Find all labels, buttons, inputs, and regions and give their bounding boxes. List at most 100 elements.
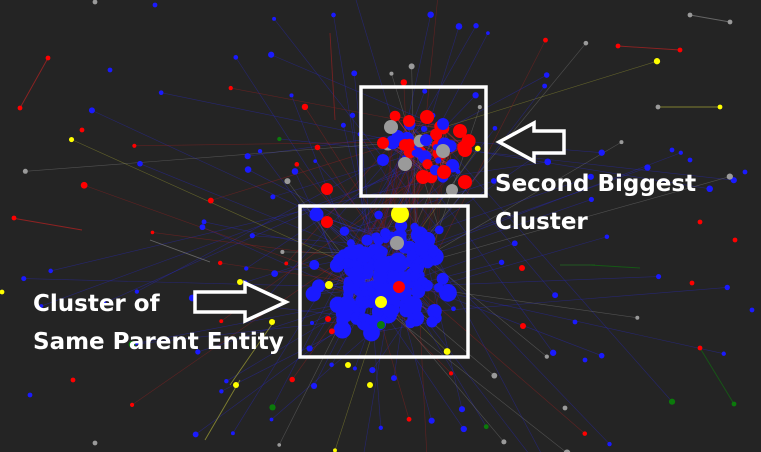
graph-node <box>406 250 417 261</box>
graph-node <box>391 375 397 382</box>
graph-edge <box>272 143 410 408</box>
graph-node <box>333 448 337 452</box>
graph-node <box>436 272 449 285</box>
graph-node <box>455 169 461 175</box>
graph-node <box>107 67 113 73</box>
graph-node <box>604 234 610 240</box>
graph-node <box>434 282 444 293</box>
graph-edge <box>371 321 433 334</box>
graph-edge <box>329 32 336 121</box>
graph-edge <box>104 153 440 304</box>
graph-edge <box>447 292 724 355</box>
graph-node <box>342 280 358 295</box>
graph-node <box>420 110 434 124</box>
graph-edge <box>25 140 420 172</box>
graph-node <box>48 268 53 274</box>
graph-node <box>316 287 322 292</box>
graph-node <box>544 354 549 359</box>
graph-node <box>366 287 377 298</box>
graph-edge <box>589 264 641 269</box>
graph-node <box>152 2 158 8</box>
graph-node <box>519 265 525 271</box>
graph-node <box>562 405 568 411</box>
graph-node <box>655 104 661 110</box>
graph-node <box>219 319 224 324</box>
graph-node <box>375 296 387 308</box>
graph-node <box>544 158 552 166</box>
graph-node <box>501 439 507 445</box>
graph-node <box>363 324 380 342</box>
second-cluster-highlight-box <box>359 85 488 198</box>
graph-node <box>582 357 588 363</box>
graph-node <box>583 40 589 46</box>
graph-node <box>309 207 324 222</box>
graph-node <box>219 389 224 394</box>
graph-node <box>277 443 282 447</box>
graph-node <box>329 296 347 314</box>
graph-node <box>201 219 207 225</box>
graph-node <box>291 168 299 175</box>
graph-node <box>309 259 320 270</box>
graph-edge <box>139 163 365 255</box>
graph-edge <box>420 247 610 445</box>
graph-node <box>398 157 412 171</box>
graph-node <box>228 85 233 91</box>
graph-node <box>249 233 255 239</box>
graph-edge <box>41 163 428 307</box>
graph-node <box>39 304 44 308</box>
graph-edge <box>415 249 548 357</box>
graph-node <box>158 90 164 95</box>
graph-node <box>230 431 235 436</box>
graph-node <box>374 210 383 220</box>
graph-node <box>310 382 318 389</box>
graph-node <box>437 118 449 130</box>
left-arrow-icon <box>495 120 566 164</box>
graph-node <box>284 261 289 266</box>
graph-edge <box>699 347 735 405</box>
second-biggest-cluster-label: Second Biggest Cluster <box>495 165 696 241</box>
graph-node <box>408 63 415 70</box>
graph-node <box>92 0 98 5</box>
graph-node <box>697 219 703 225</box>
graph-node <box>443 348 451 355</box>
second-cluster-label-line1: Second Biggest <box>495 171 697 197</box>
graph-node <box>455 23 463 30</box>
graph-edge <box>252 235 410 248</box>
graph-node <box>492 125 498 131</box>
graph-edge <box>420 167 648 248</box>
graph-edge <box>617 45 681 51</box>
graph-edge <box>136 304 338 344</box>
graph-node <box>416 170 430 184</box>
graph-node <box>543 72 550 78</box>
graph-edge <box>407 60 658 139</box>
graph-node <box>70 377 76 383</box>
graph-edge <box>415 42 587 251</box>
graph-node <box>425 244 439 258</box>
graph-edge <box>316 214 349 295</box>
graph-edge <box>397 135 463 410</box>
graph-edge <box>246 152 421 269</box>
graph-node <box>446 184 458 196</box>
graph-edge <box>434 177 444 257</box>
graph-node <box>331 12 336 18</box>
graph-node <box>244 266 249 271</box>
graph-node <box>706 185 713 193</box>
graph-node <box>727 19 733 25</box>
graph-node <box>0 289 5 295</box>
graph-node <box>421 255 434 269</box>
graph-node <box>411 149 419 157</box>
graph-node <box>11 215 17 221</box>
graph-node <box>377 154 389 166</box>
graph-node <box>192 431 199 438</box>
graph-node <box>22 168 28 174</box>
graph-edge <box>413 304 487 427</box>
graph-edge <box>204 379 241 441</box>
graph-node <box>351 70 358 77</box>
parent-cluster-label-line1: Cluster of <box>33 291 160 317</box>
graph-node <box>351 272 365 286</box>
graph-node <box>377 321 385 329</box>
graph-node <box>717 104 723 110</box>
graph-node <box>399 139 411 151</box>
graph-node <box>367 382 373 388</box>
graph-node <box>448 371 454 376</box>
